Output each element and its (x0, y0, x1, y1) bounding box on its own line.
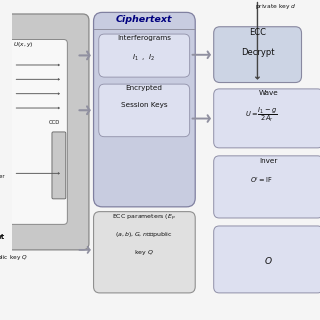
Text: Decrypt: Decrypt (241, 48, 274, 57)
Text: Ciphertext: Ciphertext (116, 15, 172, 24)
FancyBboxPatch shape (0, 14, 89, 250)
Text: $U(x,y)$: $U(x,y)$ (13, 40, 34, 49)
Text: $O'=\mathrm{IF}$: $O'=\mathrm{IF}$ (250, 175, 273, 185)
Text: Wave: Wave (258, 90, 278, 96)
Text: Encrypted: Encrypted (125, 85, 163, 91)
Text: blic key $Q$: blic key $Q$ (0, 253, 28, 262)
FancyBboxPatch shape (214, 226, 320, 293)
FancyBboxPatch shape (6, 39, 68, 224)
Text: ter: ter (0, 174, 6, 179)
Text: private key $d$: private key $d$ (254, 2, 296, 11)
FancyBboxPatch shape (99, 84, 190, 137)
Text: Interferograms: Interferograms (117, 35, 171, 41)
FancyBboxPatch shape (99, 34, 190, 77)
Text: ot: ot (0, 234, 5, 240)
FancyBboxPatch shape (214, 156, 320, 218)
Text: CCD: CCD (48, 120, 60, 125)
Text: key $Q$: key $Q$ (134, 248, 154, 257)
FancyBboxPatch shape (214, 89, 320, 148)
Text: Session Keys: Session Keys (121, 102, 167, 108)
Text: $(a,b),G,n$）、public: $(a,b),G,n$）、public (116, 230, 173, 239)
Text: $I_1$  ,  $I_2$: $I_1$ , $I_2$ (132, 53, 156, 63)
FancyBboxPatch shape (214, 27, 301, 83)
Text: $U=\dfrac{I_1-g}{2A_r}$: $U=\dfrac{I_1-g}{2A_r}$ (245, 106, 278, 124)
FancyBboxPatch shape (93, 212, 195, 293)
Text: ECC: ECC (249, 28, 266, 37)
FancyBboxPatch shape (93, 12, 195, 207)
Text: Inver: Inver (259, 158, 277, 164)
Text: $O$: $O$ (264, 255, 273, 266)
Text: ECC parameters ($E_p$: ECC parameters ($E_p$ (112, 212, 176, 222)
FancyBboxPatch shape (52, 132, 66, 199)
